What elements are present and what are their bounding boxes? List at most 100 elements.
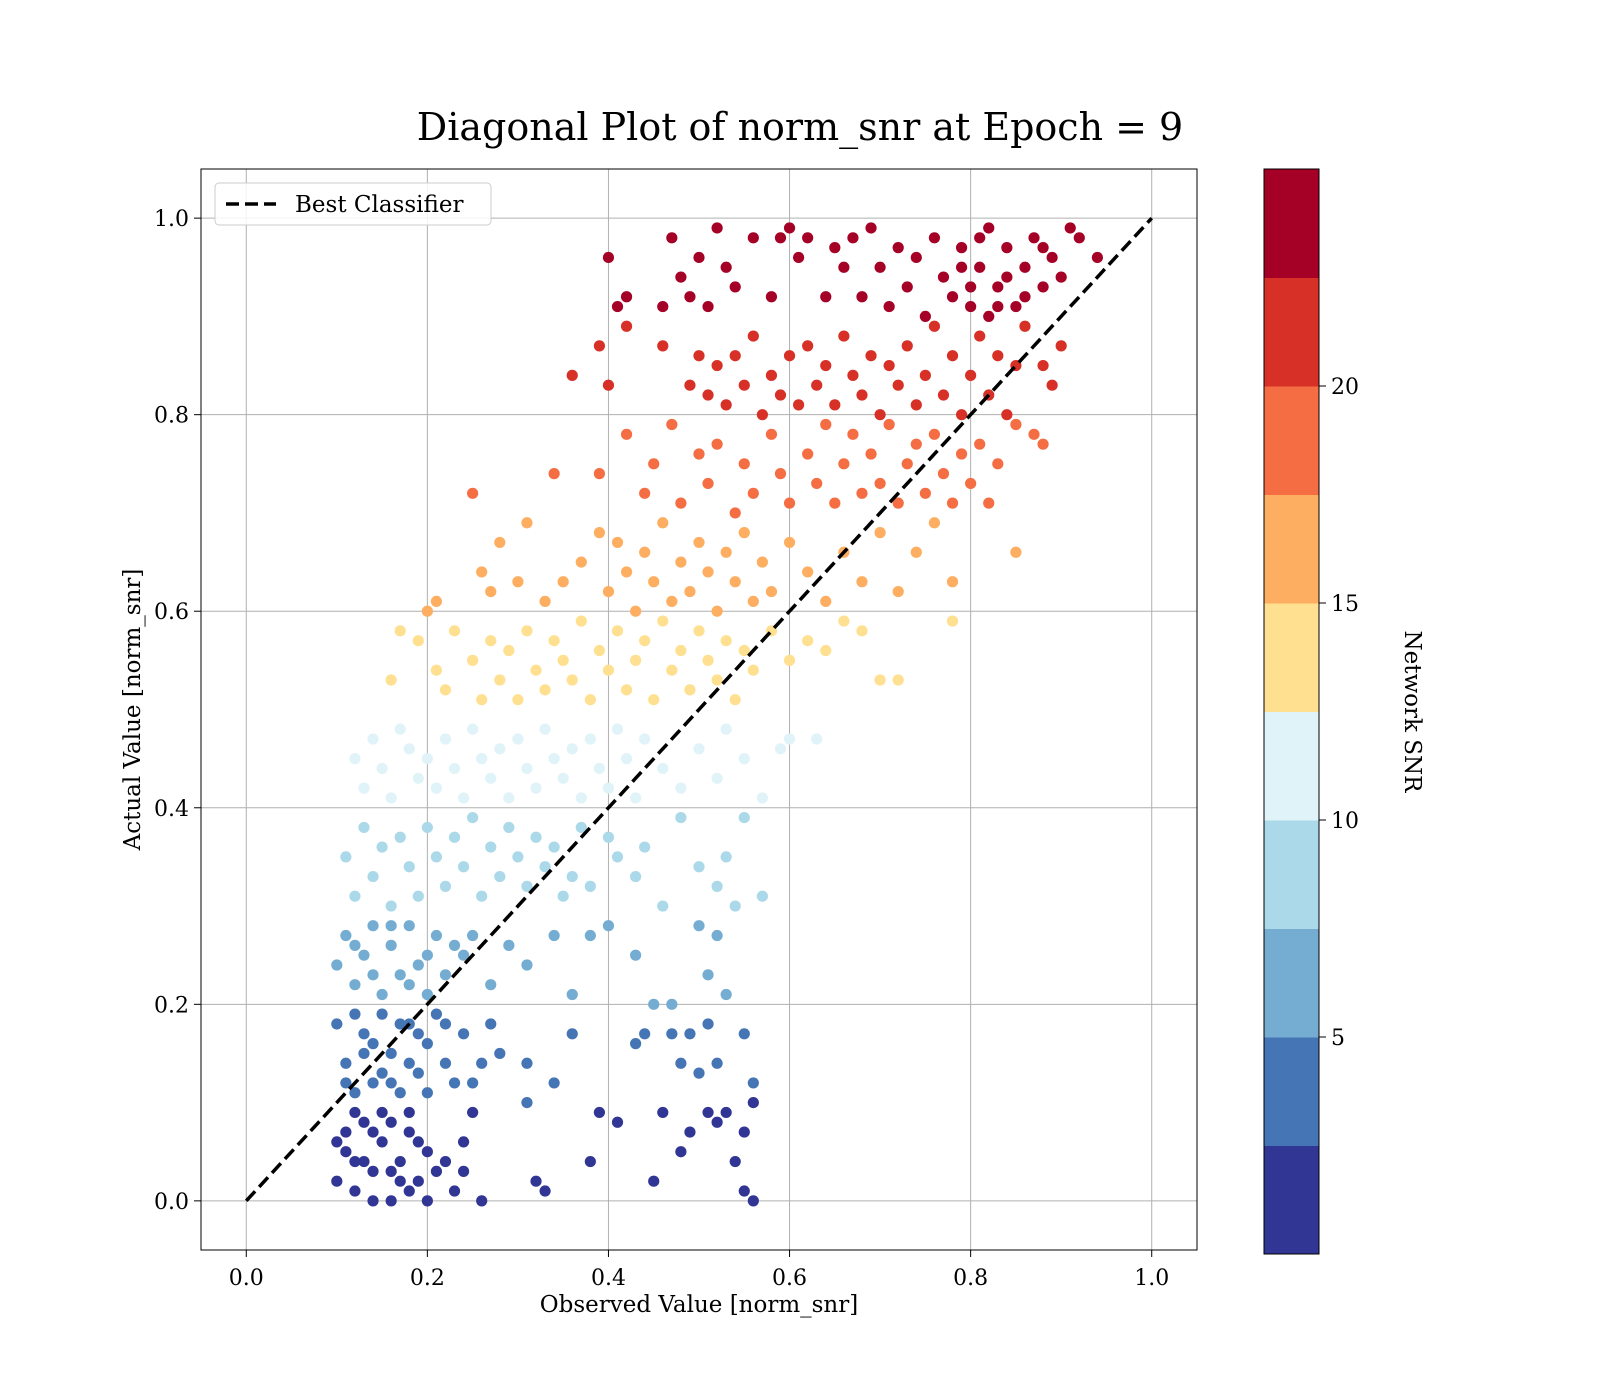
scatter-point bbox=[802, 448, 814, 460]
scatter-point bbox=[630, 605, 642, 617]
scatter-point bbox=[756, 409, 768, 421]
scatter-point bbox=[349, 1008, 361, 1020]
scatter-point bbox=[557, 576, 569, 588]
scatter-point bbox=[394, 1175, 406, 1187]
scatter-point bbox=[439, 1057, 452, 1069]
scatter-point bbox=[702, 969, 714, 981]
colorbar-segment bbox=[1264, 603, 1319, 712]
scatter-point bbox=[467, 723, 479, 735]
scatter-point bbox=[467, 487, 479, 499]
scatter-point bbox=[765, 291, 778, 303]
scatter-point bbox=[457, 861, 470, 873]
scatter-point bbox=[602, 782, 615, 794]
scatter-point bbox=[421, 753, 433, 765]
scatter-point bbox=[693, 536, 705, 549]
scatter-point bbox=[331, 1175, 343, 1187]
scatter-point bbox=[711, 880, 723, 892]
scatter-point bbox=[811, 733, 823, 745]
scatter-point bbox=[666, 595, 678, 608]
scatter-point bbox=[666, 664, 678, 676]
scatter-point bbox=[711, 1057, 723, 1069]
scatter-point bbox=[1064, 222, 1076, 234]
colorbar-title: Network SNR bbox=[1399, 631, 1425, 794]
scatter-point bbox=[539, 861, 551, 873]
scatter-point bbox=[992, 281, 1004, 293]
scatter-point bbox=[928, 232, 941, 244]
scatter-point bbox=[620, 428, 633, 440]
scatter-point bbox=[494, 743, 506, 755]
scatter-point bbox=[747, 1096, 759, 1109]
scatter-point bbox=[593, 527, 606, 539]
scatter-point bbox=[1019, 291, 1031, 303]
scatter-point bbox=[675, 1146, 687, 1158]
colorbar-segment bbox=[1264, 169, 1319, 278]
scatter-point bbox=[476, 890, 488, 902]
scatter-point bbox=[1046, 379, 1058, 391]
scatter-point bbox=[974, 261, 986, 273]
best-classifier-line bbox=[244, 216, 1154, 1203]
scatter-point bbox=[711, 929, 723, 942]
colorbar-segment bbox=[1264, 820, 1319, 929]
scatter-point bbox=[385, 900, 397, 912]
scatter-point bbox=[367, 1195, 379, 1207]
scatter-point bbox=[602, 251, 615, 264]
scatter-point bbox=[820, 291, 832, 303]
scatter-point bbox=[937, 389, 950, 401]
scatter-point bbox=[403, 743, 415, 755]
scatter-point bbox=[421, 949, 433, 961]
scatter-point bbox=[485, 772, 497, 784]
scatter-point bbox=[593, 1106, 606, 1119]
scatter-point bbox=[802, 340, 814, 352]
colorbar-segment bbox=[1264, 494, 1319, 604]
scatter-point bbox=[584, 880, 596, 892]
scatter-point bbox=[584, 1155, 596, 1168]
scatter-point bbox=[892, 585, 904, 598]
scatter-point bbox=[1019, 320, 1031, 332]
scatter-point bbox=[874, 261, 886, 273]
scatter-point bbox=[539, 595, 551, 608]
scatter-point bbox=[385, 1165, 397, 1177]
scatter-point bbox=[738, 1126, 750, 1138]
scatter-point bbox=[457, 949, 470, 961]
scatter-point bbox=[494, 674, 506, 686]
scatter-point bbox=[503, 644, 515, 657]
scatter-point bbox=[657, 1106, 669, 1119]
scatter-point bbox=[955, 261, 968, 273]
scatter-point bbox=[367, 1038, 379, 1050]
scatter-point bbox=[657, 517, 669, 529]
scatter-point bbox=[485, 585, 497, 598]
scatter-point bbox=[783, 222, 796, 234]
scatter-point bbox=[593, 468, 606, 480]
colorbar-segment bbox=[1264, 277, 1319, 387]
scatter-point bbox=[349, 890, 361, 902]
scatter-point bbox=[639, 1028, 651, 1040]
scatter-point bbox=[738, 379, 750, 391]
scatter-point bbox=[457, 1165, 470, 1177]
scatter-point bbox=[874, 527, 886, 539]
scatter-point bbox=[955, 409, 968, 421]
scatter-point bbox=[385, 792, 397, 804]
scatter-point bbox=[611, 723, 624, 735]
scatter-point bbox=[566, 988, 578, 1001]
scatter-point bbox=[566, 674, 578, 686]
scatter-point bbox=[675, 1057, 687, 1069]
scatter-point bbox=[367, 1165, 379, 1177]
scatter-point bbox=[856, 291, 868, 303]
scatter-point bbox=[421, 988, 433, 1001]
scatter-point bbox=[738, 1185, 750, 1197]
scatter-point bbox=[765, 585, 778, 598]
scatter-point bbox=[358, 1116, 370, 1128]
scatter-point bbox=[811, 477, 823, 490]
scatter-point bbox=[729, 1155, 741, 1168]
scatter-point bbox=[702, 1018, 714, 1030]
scatter-point bbox=[711, 359, 723, 372]
scatter-point bbox=[467, 1077, 479, 1089]
scatter-point bbox=[340, 1077, 352, 1089]
scatter-point bbox=[983, 310, 995, 323]
scatter-point bbox=[620, 291, 633, 303]
scatter-point bbox=[457, 792, 470, 804]
scatter-point bbox=[720, 988, 732, 1001]
scatter-point bbox=[467, 929, 479, 942]
scatter-point bbox=[820, 359, 832, 372]
scatter-point bbox=[983, 497, 995, 509]
